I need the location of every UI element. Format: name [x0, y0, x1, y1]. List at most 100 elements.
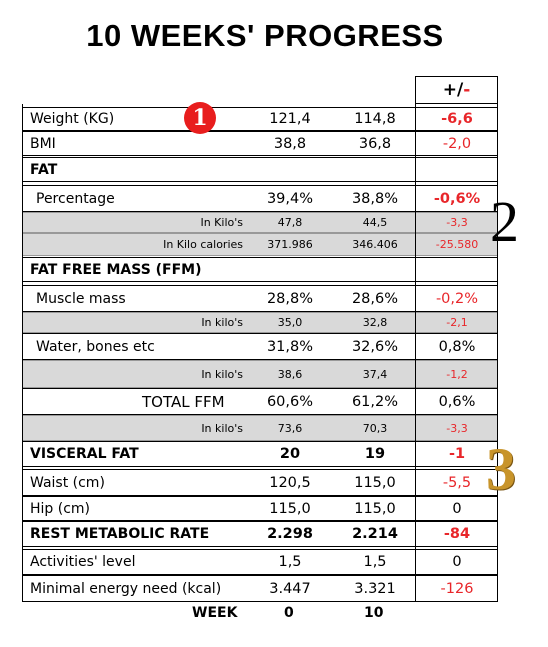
table-row: Water, bones etc 31,8% 32,6% 0,8%	[22, 333, 498, 360]
value-week10: 32,6%	[351, 338, 399, 355]
value-delta: -84	[443, 526, 471, 542]
value-delta: -2,0	[442, 135, 472, 152]
row-label: In kilo's	[201, 316, 243, 329]
value-delta: -3,3	[446, 421, 468, 435]
value-delta: 0	[452, 500, 462, 517]
value-week10: 36,8	[358, 135, 392, 152]
table-row: BMI 38,8 36,8 -2,0	[22, 131, 498, 156]
table-row: In kilo's 38,6 37,4 -1,2	[22, 360, 498, 388]
value-week0: 60,6%	[266, 393, 314, 410]
value-week10: 114,8	[354, 111, 396, 127]
value-week10: 61,2%	[351, 393, 399, 410]
footer-label: WEEK	[192, 605, 238, 621]
value-delta: -0,6%	[433, 190, 481, 207]
value-week0: 1,5	[278, 554, 302, 570]
table-row: Waist (cm) 120,5 115,0 -5,5	[22, 469, 498, 496]
row-label: Minimal energy need (kcal)	[30, 580, 222, 597]
value-week10: 44,5	[362, 216, 388, 229]
row-label: In kilo's	[201, 421, 243, 435]
value-week0: 20	[279, 446, 301, 462]
value-week10: 1,5	[363, 554, 387, 570]
value-week0: 47,8	[277, 216, 303, 229]
value-week10: 346.406	[352, 238, 398, 251]
footer-week10: 10	[364, 605, 384, 621]
value-delta: -1,2	[446, 367, 468, 381]
value-week0: 115,0	[269, 500, 311, 517]
value-delta: -126	[440, 580, 474, 597]
value-week10: 2.214	[352, 526, 398, 542]
value-delta: -5,5	[442, 474, 472, 491]
row-label: Waist (cm)	[30, 474, 105, 491]
value-week0: 38,8	[273, 135, 307, 152]
value-week10: 115,0	[354, 500, 396, 517]
value-delta: -6,6	[441, 111, 473, 127]
row-label: In Kilo calories	[163, 238, 243, 251]
value-week0: 371.986	[267, 238, 313, 251]
value-week10: 32,8	[362, 316, 388, 329]
row-label: VISCERAL FAT	[30, 446, 139, 462]
row-label: REST METABOLIC RATE	[30, 526, 210, 542]
table-row: In kilo's 73,6 70,3 -3,3	[22, 415, 498, 441]
row-label: BMI	[30, 135, 56, 152]
value-delta: 0,6%	[438, 393, 476, 410]
value-week10: 115,0	[354, 474, 396, 491]
row-label: Weight (KG)	[30, 111, 115, 127]
value-week10: 70,3	[362, 421, 388, 435]
row-label: Activities' level	[30, 554, 136, 570]
value-week0: 38,6	[277, 367, 303, 381]
value-week0: 35,0	[277, 316, 303, 329]
value-week0: 2.298	[267, 526, 313, 542]
value-delta: -3,3	[446, 216, 468, 229]
row-label: FAT	[30, 161, 58, 178]
value-week0: 28,8%	[266, 290, 314, 307]
row-label: Percentage	[36, 190, 115, 207]
value-week0: 121,4	[269, 111, 311, 127]
value-delta: -0,2%	[435, 290, 479, 307]
value-delta: 0,8%	[438, 338, 476, 355]
table-row: Hip (cm) 115,0 115,0 0	[22, 496, 498, 521]
value-week10: 38,8%	[351, 190, 399, 207]
value-week0: 31,8%	[266, 338, 314, 355]
table-row: VISCERAL FAT 20 19 -1	[22, 441, 498, 467]
marker-1: 1	[184, 102, 216, 134]
table-row: REST METABOLIC RATE 2.298 2.214 -84	[22, 521, 498, 547]
table-row: Activities' level 1,5 1,5 0	[22, 549, 498, 575]
value-week10: 37,4	[362, 367, 388, 381]
table-row: Percentage 39,4% 38,8% -0,6%	[22, 185, 498, 212]
row-label: In kilo's	[201, 367, 243, 381]
table-row: In Kilo calories 371.986 346.406 -25.580	[22, 233, 498, 256]
column-divider	[415, 76, 416, 602]
delta-header-minus: -	[463, 80, 471, 100]
value-delta: -2,1	[446, 316, 468, 329]
table-row: Minimal energy need (kcal) 3.447 3.321 -126	[22, 575, 498, 602]
value-week0: 73,6	[277, 421, 303, 435]
table-row: TOTAL FFM 60,6% 61,2% 0,6%	[22, 388, 498, 415]
value-delta: -1	[448, 446, 466, 462]
value-delta: -25.580	[435, 238, 479, 251]
marker-2: 2	[490, 189, 519, 254]
row-label: Hip (cm)	[30, 500, 91, 517]
marker-3: 3	[486, 436, 516, 502]
table-row: FAT	[22, 157, 498, 182]
value-week0: 39,4%	[266, 190, 314, 207]
row-label: TOTAL FFM	[142, 392, 225, 411]
row-label: Muscle mass	[36, 290, 126, 307]
table-row: Muscle mass 28,8% 28,6% -0,2%	[22, 285, 498, 312]
row-label: In Kilo's	[200, 216, 243, 229]
delta-header-text: +/	[442, 80, 464, 100]
value-week0: 120,5	[269, 474, 311, 491]
row-label: Water, bones etc	[36, 338, 155, 355]
value-week10: 28,6%	[351, 290, 399, 307]
table-row: Weight (KG) 121,4 114,8 -6,6	[22, 107, 498, 131]
value-week10: 3.321	[354, 580, 396, 597]
title: 10 WEEKS' PROGRESS	[86, 18, 444, 53]
value-delta: 0	[452, 554, 462, 570]
value-week0: 3.447	[269, 580, 311, 597]
table-row: In Kilo's 47,8 44,5 -3,3	[22, 212, 498, 233]
footer-week0: 0	[284, 605, 294, 621]
value-week10: 19	[364, 446, 386, 462]
delta-header: +/-	[415, 76, 498, 104]
table-row: In kilo's 35,0 32,8 -2,1	[22, 312, 498, 333]
table-row: FAT FREE MASS (FFM)	[22, 257, 498, 282]
